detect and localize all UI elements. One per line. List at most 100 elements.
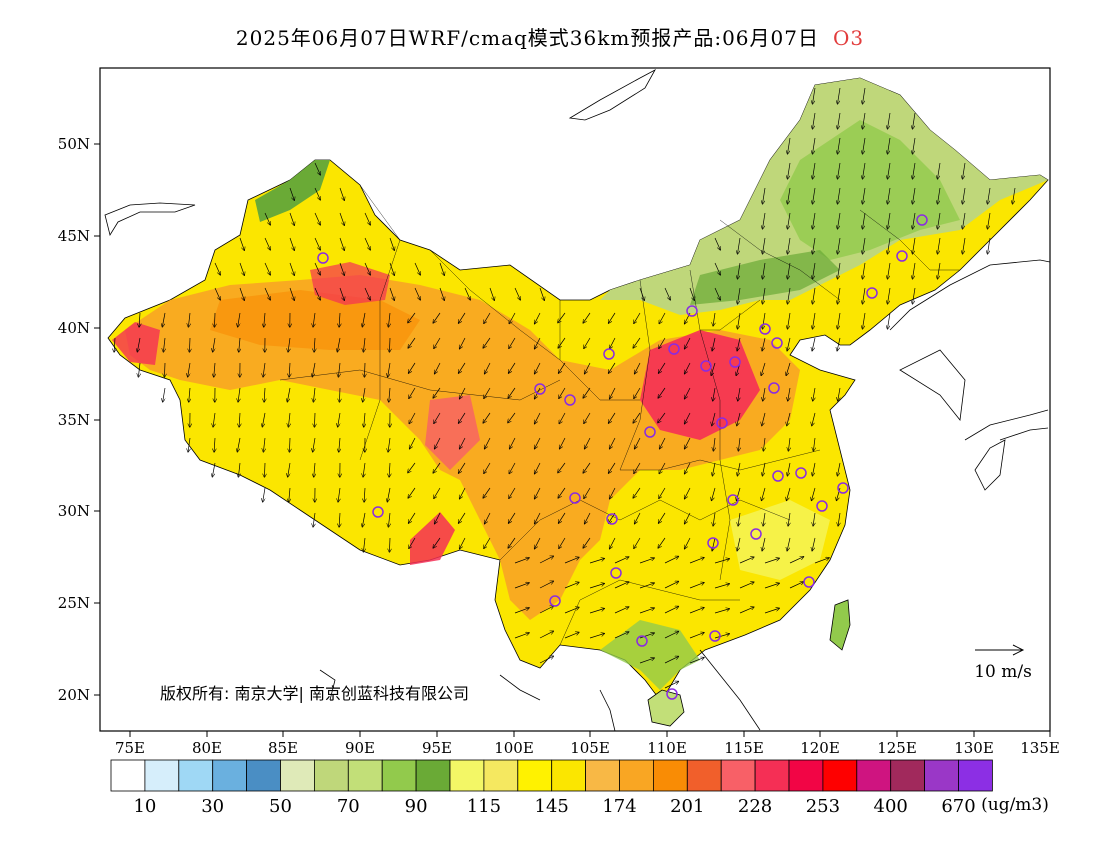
wind-arrow bbox=[484, 312, 491, 323]
wind-arrow bbox=[764, 583, 779, 589]
wind-arrow bbox=[685, 537, 691, 549]
wind-arrow bbox=[737, 237, 741, 254]
wind-arrow bbox=[408, 462, 416, 473]
lon-label: 115E bbox=[724, 739, 764, 757]
city-marker bbox=[569, 492, 581, 504]
wind-arrow bbox=[535, 537, 541, 549]
wind-arrow bbox=[339, 387, 340, 402]
wind-arrow bbox=[459, 362, 466, 373]
wind-arrow bbox=[364, 287, 370, 300]
lon-label: 130E bbox=[954, 739, 994, 757]
wind-arrow bbox=[433, 387, 441, 398]
wind-arrow bbox=[837, 312, 841, 329]
wind-arrow bbox=[214, 312, 215, 327]
wind-arrow bbox=[433, 312, 441, 323]
wind-arrow bbox=[337, 337, 341, 352]
wind-arrow bbox=[508, 412, 516, 423]
wind-arrow bbox=[585, 437, 591, 449]
wind-arrow bbox=[314, 262, 320, 275]
city-marker bbox=[610, 567, 622, 579]
city-marker bbox=[727, 494, 739, 506]
wind-arrow bbox=[214, 287, 220, 300]
wind-arrow bbox=[737, 262, 741, 279]
legend-swatch bbox=[788, 759, 824, 792]
wind-arrow bbox=[214, 262, 220, 275]
wind-arrow bbox=[388, 512, 390, 527]
wind-arrow bbox=[762, 337, 766, 351]
wind-arrow bbox=[162, 312, 166, 327]
wind-arrow bbox=[434, 487, 441, 498]
wind-arrow bbox=[962, 187, 966, 204]
wind-arrow bbox=[787, 537, 791, 551]
wind-arrow bbox=[409, 512, 416, 523]
wind-arrow bbox=[788, 512, 790, 526]
wind-arrow bbox=[535, 487, 541, 499]
legend-swatch bbox=[856, 759, 892, 792]
wind-arrow bbox=[314, 237, 320, 250]
wind-arrow bbox=[633, 337, 641, 348]
legend-swatch bbox=[686, 759, 722, 792]
wind-arrow bbox=[338, 362, 340, 377]
wind-arrow bbox=[714, 237, 720, 250]
legend-swatch bbox=[822, 759, 858, 792]
wind-arrow bbox=[237, 437, 241, 452]
wind-arrow bbox=[262, 412, 266, 427]
legend-swatch bbox=[280, 759, 315, 792]
wind-arrow bbox=[812, 412, 816, 426]
wind-arrow bbox=[713, 437, 715, 451]
wind-arrow bbox=[389, 237, 394, 250]
wind-arrow bbox=[213, 337, 215, 352]
city-marker bbox=[772, 470, 784, 482]
wind-arrow bbox=[937, 162, 941, 179]
wind-arrow bbox=[535, 437, 541, 449]
wind-arrow bbox=[762, 312, 766, 329]
wind-arrow bbox=[314, 287, 320, 300]
wind-arrow bbox=[239, 337, 240, 352]
wind-arrow bbox=[685, 387, 691, 399]
wind-arrow bbox=[713, 387, 715, 401]
lon-label: 80E bbox=[192, 739, 222, 757]
wind-arrow bbox=[737, 337, 741, 351]
wind-arrow bbox=[514, 287, 520, 300]
wind-arrow bbox=[314, 212, 320, 225]
north-china-hotspot bbox=[640, 330, 760, 440]
wind-arrow bbox=[313, 437, 315, 452]
wind-arrow bbox=[339, 212, 344, 225]
wind-arrow bbox=[664, 631, 678, 639]
wind-arrow bbox=[837, 137, 841, 154]
wind-arrow bbox=[887, 262, 891, 279]
wind-arrow bbox=[484, 537, 491, 548]
wind-arrow bbox=[583, 387, 591, 398]
wind-arrow bbox=[264, 212, 270, 225]
wind-arrow bbox=[787, 287, 791, 304]
wind-arrow bbox=[912, 187, 916, 204]
wind-arrow bbox=[514, 583, 529, 589]
city-marker bbox=[795, 467, 807, 479]
wind-arrow bbox=[912, 262, 916, 279]
wind-arrow bbox=[838, 387, 840, 401]
wind-arrow bbox=[887, 237, 891, 254]
city-marker bbox=[372, 506, 384, 518]
wind-arrow bbox=[539, 287, 544, 300]
wind-arrow bbox=[514, 608, 529, 614]
wind-arrow bbox=[389, 387, 390, 402]
wind-arrow bbox=[264, 262, 270, 275]
wind-arrow bbox=[434, 337, 441, 348]
wind-arrow bbox=[689, 583, 704, 589]
city-marker bbox=[636, 635, 648, 647]
wind-arrow bbox=[812, 537, 816, 551]
wind-arrow bbox=[685, 412, 691, 424]
wind-arrow bbox=[787, 312, 791, 329]
wind-arrow bbox=[288, 337, 290, 352]
wind-arrow bbox=[362, 512, 366, 527]
wind-arrow bbox=[489, 287, 494, 300]
wind-arrow bbox=[483, 487, 491, 498]
wind-arrow bbox=[364, 362, 365, 377]
wind-arrow bbox=[289, 487, 290, 502]
wind-arrow bbox=[409, 387, 416, 398]
wind-arrow bbox=[1012, 187, 1016, 204]
wind-arrow bbox=[289, 362, 290, 377]
wind-arrow bbox=[564, 632, 579, 639]
coastlines bbox=[104, 69, 1051, 732]
wind-arrow bbox=[433, 537, 441, 548]
